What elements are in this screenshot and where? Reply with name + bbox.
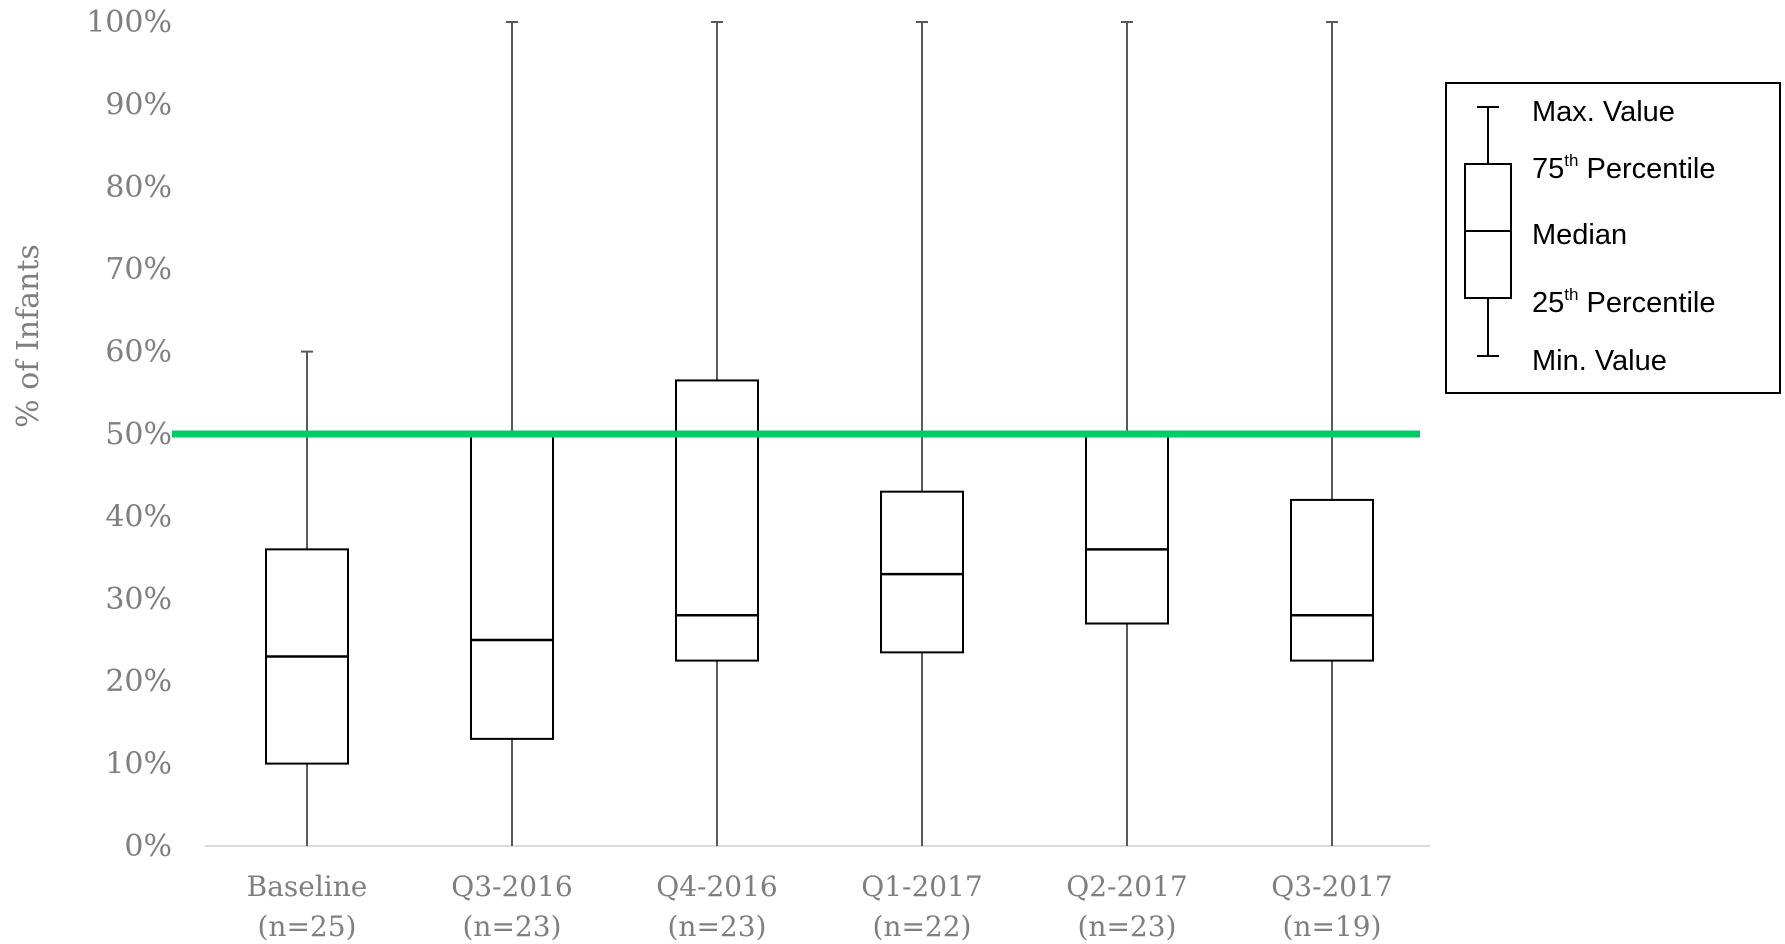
iqr-box — [1085, 433, 1169, 625]
box-3 — [880, 21, 964, 846]
legend-median-label: Median — [1532, 219, 1627, 251]
y-tick-label: 90% — [105, 87, 172, 122]
x-axis-category-labels: Baseline (n=25) Q3-2016 (n=23) Q4-2016 (n=23)… — [247, 870, 1393, 943]
y-tick-label: 40% — [105, 499, 172, 534]
y-tick-label: 50% — [105, 417, 172, 452]
legend-p75-label: 75th Percentile — [1532, 151, 1715, 185]
y-axis-label: % of Infants — [11, 244, 46, 428]
x-category-label: Q4-2016 — [656, 870, 778, 903]
y-tick-label: 70% — [105, 252, 172, 287]
legend-p25-label: 25th Percentile — [1532, 285, 1715, 319]
iqr-box — [675, 379, 759, 662]
y-tick-label: 30% — [105, 582, 172, 617]
x-category-count: (n=19) — [1283, 910, 1382, 943]
legend-max-label: Max. Value — [1532, 96, 1675, 128]
x-category-count: (n=23) — [463, 910, 562, 943]
y-tick-label: 0% — [124, 829, 172, 864]
x-category-label: Q1-2017 — [861, 870, 983, 903]
x-category-label: Q2-2017 — [1066, 870, 1188, 903]
box-2 — [675, 21, 759, 846]
x-category-label: Q3-2016 — [451, 870, 573, 903]
iqr-box — [1290, 498, 1374, 662]
x-category-count: (n=23) — [1078, 910, 1177, 943]
x-category-label: Q3-2017 — [1271, 870, 1393, 903]
box-5 — [1290, 21, 1374, 846]
y-tick-label: 80% — [105, 170, 172, 205]
legend: Max. Value 75th Percentile Median 25th P… — [1445, 82, 1781, 394]
box-1 — [470, 21, 554, 846]
x-category-count: (n=25) — [258, 910, 357, 943]
y-tick-label: 100% — [86, 5, 172, 40]
x-category-label: Baseline — [247, 870, 368, 903]
y-tick-label: 20% — [105, 664, 172, 699]
box-0 — [265, 350, 349, 846]
box-4 — [1085, 21, 1169, 846]
iqr-box — [470, 433, 554, 740]
x-category-count: (n=22) — [873, 910, 972, 943]
iqr-box — [880, 490, 964, 654]
x-category-count: (n=23) — [668, 910, 767, 943]
y-tick-label: 10% — [105, 747, 172, 782]
boxes-group — [265, 21, 1374, 846]
y-tick-label: 60% — [105, 335, 172, 370]
y-axis-tick-labels: 0% 10% 20% 30% 40% 50% 60% 70% 80% 90% 100% — [86, 5, 172, 864]
legend-min-label: Min. Value — [1532, 345, 1667, 377]
